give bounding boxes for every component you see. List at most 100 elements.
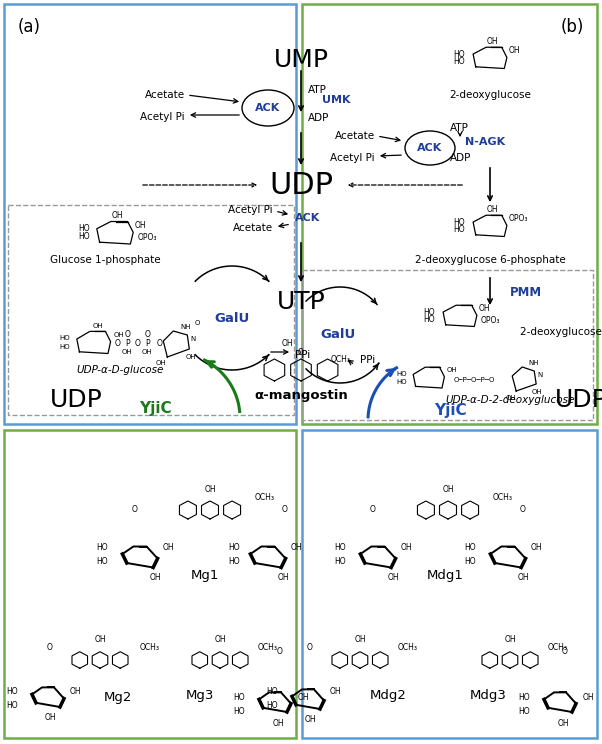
Text: OH: OH	[277, 574, 289, 583]
Text: HO: HO	[228, 544, 240, 553]
Bar	[302, 4, 597, 424]
Text: OH: OH	[532, 389, 542, 395]
Text: O: O	[194, 320, 200, 326]
Text: OH: OH	[156, 360, 167, 366]
Text: O─P─O─P─O: O─P─O─P─O	[453, 377, 495, 383]
Text: HO: HO	[334, 544, 346, 553]
Text: UMK: UMK	[322, 95, 350, 105]
Text: OH: OH	[204, 486, 216, 495]
Text: P: P	[125, 339, 129, 347]
Text: O: O	[132, 505, 138, 515]
Text: 2-deoxyglucose: 2-deoxyglucose	[449, 90, 531, 100]
Text: YjiC: YjiC	[433, 403, 467, 417]
Text: HO: HO	[234, 707, 245, 716]
Text: HO: HO	[96, 544, 108, 553]
Text: HO: HO	[454, 217, 465, 227]
Text: NH: NH	[528, 360, 538, 366]
Text: OH: OH	[557, 719, 569, 728]
Text: HO: HO	[60, 344, 70, 350]
Text: OH: OH	[304, 716, 316, 725]
Text: HO: HO	[266, 687, 278, 696]
Text: OCH₃: OCH₃	[548, 644, 568, 652]
Text: Glucose 1-phosphate: Glucose 1-phosphate	[50, 255, 160, 265]
Text: UDP-α-D-glucose: UDP-α-D-glucose	[76, 365, 164, 375]
Text: HO: HO	[424, 307, 435, 316]
Text: HO: HO	[78, 224, 90, 233]
Text: OH: OH	[517, 574, 529, 583]
Text: HO: HO	[7, 687, 18, 696]
Text: (a): (a)	[18, 18, 41, 36]
Text: OCH₃: OCH₃	[398, 644, 418, 652]
Text: OH: OH	[149, 574, 161, 583]
Text: Acetate: Acetate	[233, 223, 273, 233]
Text: Acetyl Pi: Acetyl Pi	[330, 153, 375, 163]
Text: OH: OH	[214, 635, 226, 644]
Text: NH: NH	[180, 324, 191, 330]
Text: ACK: ACK	[295, 213, 320, 223]
Text: Mg1: Mg1	[191, 568, 219, 582]
Text: OPO₃: OPO₃	[481, 316, 500, 325]
Text: OH: OH	[94, 635, 106, 644]
Text: OH: OH	[142, 349, 153, 355]
Text: UTP: UTP	[277, 290, 325, 314]
Bar	[4, 4, 296, 424]
Text: OH: OH	[506, 395, 517, 401]
Text: O: O	[125, 330, 130, 339]
Text: HO: HO	[454, 57, 465, 66]
Text: ACK: ACK	[417, 143, 442, 153]
Text: GalU: GalU	[320, 329, 355, 341]
Bar	[4, 430, 296, 738]
Text: HO: HO	[397, 379, 407, 385]
Text: Acetate: Acetate	[335, 131, 375, 141]
Text: OH: OH	[186, 354, 197, 360]
Text: Acetyl Pi: Acetyl Pi	[140, 112, 185, 122]
Text: N-AGK: N-AGK	[465, 137, 505, 147]
Text: HO: HO	[266, 702, 278, 711]
Text: O: O	[114, 339, 120, 347]
Text: OH: OH	[487, 36, 498, 46]
Text: OH: OH	[330, 687, 341, 696]
Text: HO: HO	[397, 371, 407, 376]
Text: OH: OH	[354, 635, 366, 644]
Text: PPi: PPi	[360, 355, 375, 365]
Text: Mg2: Mg2	[104, 691, 132, 705]
Text: OH: OH	[135, 221, 146, 230]
Text: OCH₃: OCH₃	[493, 493, 513, 502]
Text: Acetate: Acetate	[145, 90, 185, 100]
Text: ADP: ADP	[308, 113, 329, 123]
Text: O: O	[144, 330, 150, 339]
Text: ATP: ATP	[450, 123, 469, 133]
Text: HO: HO	[234, 693, 245, 702]
Text: (b): (b)	[560, 18, 584, 36]
Text: O: O	[562, 647, 568, 656]
Text: OPO₃: OPO₃	[137, 233, 157, 243]
Text: OH: OH	[122, 349, 132, 355]
Text: OH: OH	[113, 332, 124, 338]
Text: OH: OH	[281, 339, 293, 348]
Text: OH: OH	[447, 368, 458, 373]
Text: UDP-α-D-2-deoxyglucose: UDP-α-D-2-deoxyglucose	[445, 395, 575, 405]
Text: PMM: PMM	[510, 286, 542, 298]
Text: OH: OH	[44, 713, 56, 722]
Text: OH: OH	[508, 46, 520, 55]
Text: HO: HO	[454, 225, 465, 234]
Text: Acetyl Pi: Acetyl Pi	[228, 205, 273, 215]
Text: OH: OH	[163, 544, 175, 553]
Text: 2-deoxyglucose 6-phosphate: 2-deoxyglucose 6-phosphate	[415, 255, 565, 265]
Text: O: O	[47, 644, 53, 652]
Text: HO: HO	[228, 557, 240, 566]
Text: OH: OH	[531, 544, 542, 553]
Ellipse shape	[405, 131, 455, 165]
Bar	[302, 270, 593, 420]
Text: OH: OH	[298, 693, 309, 702]
Text: OPO₃: OPO₃	[508, 214, 528, 223]
Text: HO: HO	[464, 557, 476, 566]
Text: OCH₃: OCH₃	[255, 493, 275, 502]
Text: O: O	[134, 339, 140, 347]
Text: OH: OH	[442, 486, 454, 495]
Text: Mdg2: Mdg2	[370, 688, 406, 702]
Text: HO: HO	[454, 50, 465, 59]
Text: OH: OH	[92, 324, 103, 330]
Text: Mdg1: Mdg1	[427, 568, 464, 582]
Text: UDP: UDP	[269, 170, 333, 199]
